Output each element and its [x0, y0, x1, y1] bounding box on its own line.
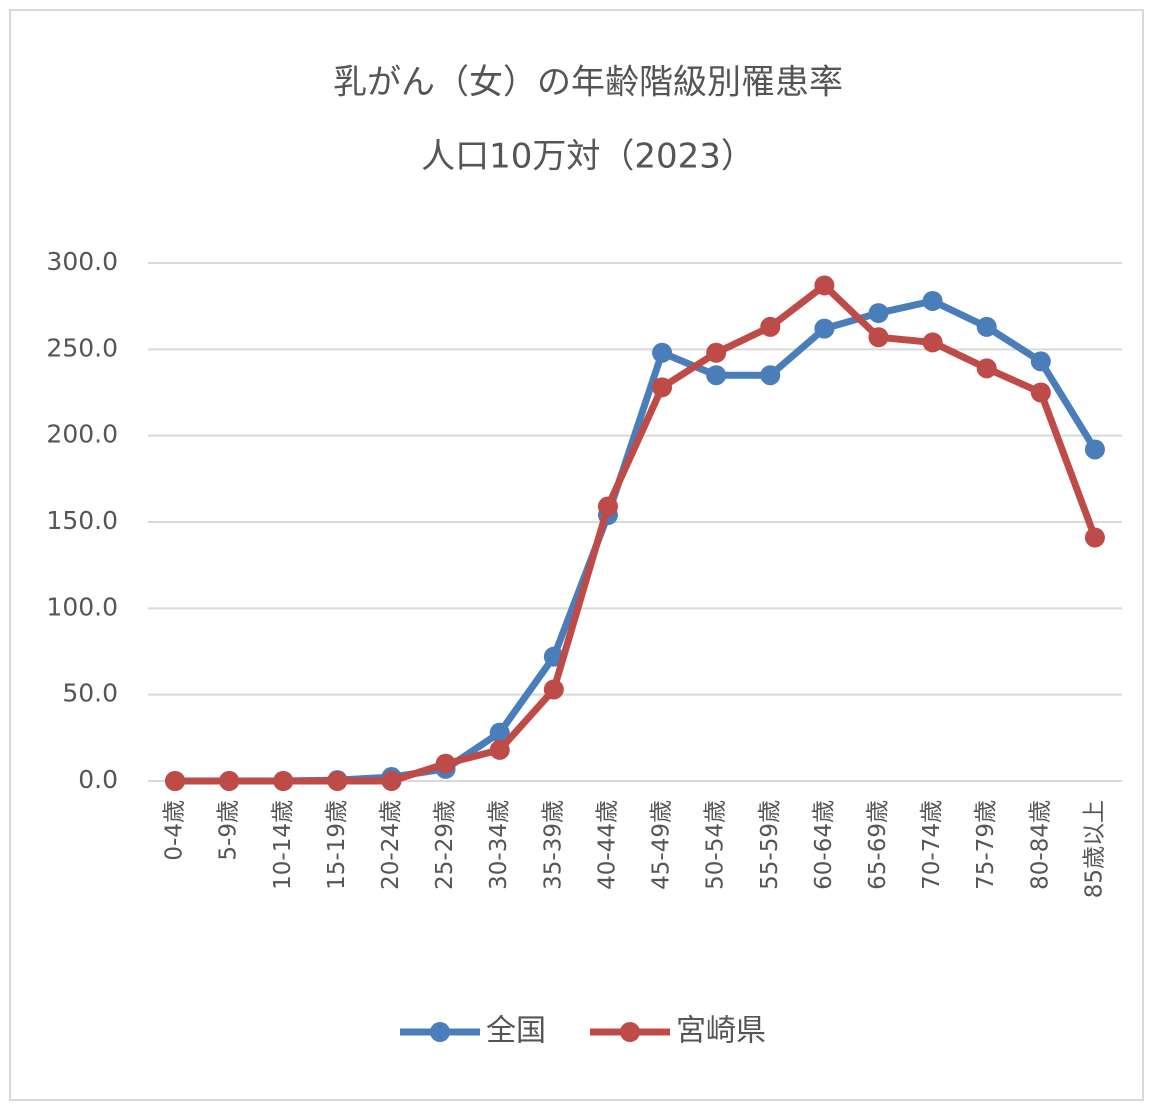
- legend-marker: [620, 1022, 640, 1042]
- y-tick-label: 50.0: [62, 679, 118, 708]
- x-tick-label: 40-44歳: [594, 800, 620, 890]
- x-tick-label: 45-49歳: [649, 800, 675, 890]
- data-point: [1030, 382, 1051, 403]
- chart-subtitle: 人口10万対（2023）: [421, 137, 755, 177]
- data-point: [922, 290, 943, 311]
- legend-label: 宮崎県: [676, 1014, 766, 1049]
- y-tick-label: 250.0: [46, 333, 118, 362]
- y-tick-label: 100.0: [46, 592, 118, 621]
- x-tick-label: 80-84歳: [1027, 800, 1053, 890]
- legend-label: 全国: [486, 1014, 546, 1049]
- x-tick-label: 75-79歳: [973, 800, 999, 890]
- x-tick-label: 85歳以上: [1081, 800, 1107, 898]
- x-tick-label: 60-64歳: [811, 800, 837, 890]
- data-point: [976, 358, 997, 379]
- data-point: [489, 739, 510, 760]
- data-point: [760, 365, 781, 386]
- data-point: [868, 303, 889, 324]
- data-point: [706, 342, 727, 363]
- x-tick-label: 65-69歳: [865, 800, 891, 890]
- chart-frame: [9, 9, 1144, 1101]
- data-point: [706, 365, 727, 386]
- x-tick-label: 10-14歳: [270, 800, 296, 890]
- x-tick-label: 35-39歳: [540, 800, 566, 890]
- data-point: [652, 377, 673, 398]
- data-point: [814, 318, 835, 339]
- y-tick-label: 300.0: [46, 247, 118, 276]
- data-point: [381, 771, 402, 791]
- data-point: [976, 316, 997, 337]
- data-point: [1084, 527, 1105, 548]
- data-point: [435, 753, 456, 774]
- data-point: [1084, 439, 1105, 460]
- data-point: [489, 722, 510, 743]
- data-point: [652, 342, 673, 363]
- y-tick-label: 150.0: [46, 506, 118, 535]
- data-point: [922, 332, 943, 353]
- legend-marker: [430, 1022, 450, 1042]
- data-point: [814, 275, 835, 296]
- x-tick-label: 50-54歳: [703, 800, 729, 890]
- x-tick-label: 5-9歳: [216, 800, 242, 861]
- x-tick-label: 55-59歳: [757, 800, 783, 890]
- data-point: [597, 496, 618, 517]
- x-tick-label: 0-4歳: [162, 800, 188, 861]
- data-point: [1030, 351, 1051, 372]
- chart-title: 乳がん（女）の年齢階級別罹患率: [333, 63, 843, 103]
- data-point: [760, 316, 781, 337]
- x-tick-label: 25-29歳: [432, 800, 458, 890]
- data-point: [165, 771, 186, 791]
- data-point: [327, 771, 348, 791]
- data-point: [273, 771, 294, 791]
- data-point: [868, 327, 889, 348]
- data-point: [219, 771, 240, 791]
- data-point: [543, 679, 564, 700]
- x-tick-label: 70-74歳: [919, 800, 945, 890]
- x-tick-label: 30-34歳: [486, 800, 512, 890]
- x-tick-label: 20-24歳: [378, 800, 404, 890]
- y-tick-label: 0.0: [78, 765, 118, 794]
- y-tick-label: 200.0: [46, 420, 118, 449]
- x-tick-label: 15-19歳: [324, 800, 350, 890]
